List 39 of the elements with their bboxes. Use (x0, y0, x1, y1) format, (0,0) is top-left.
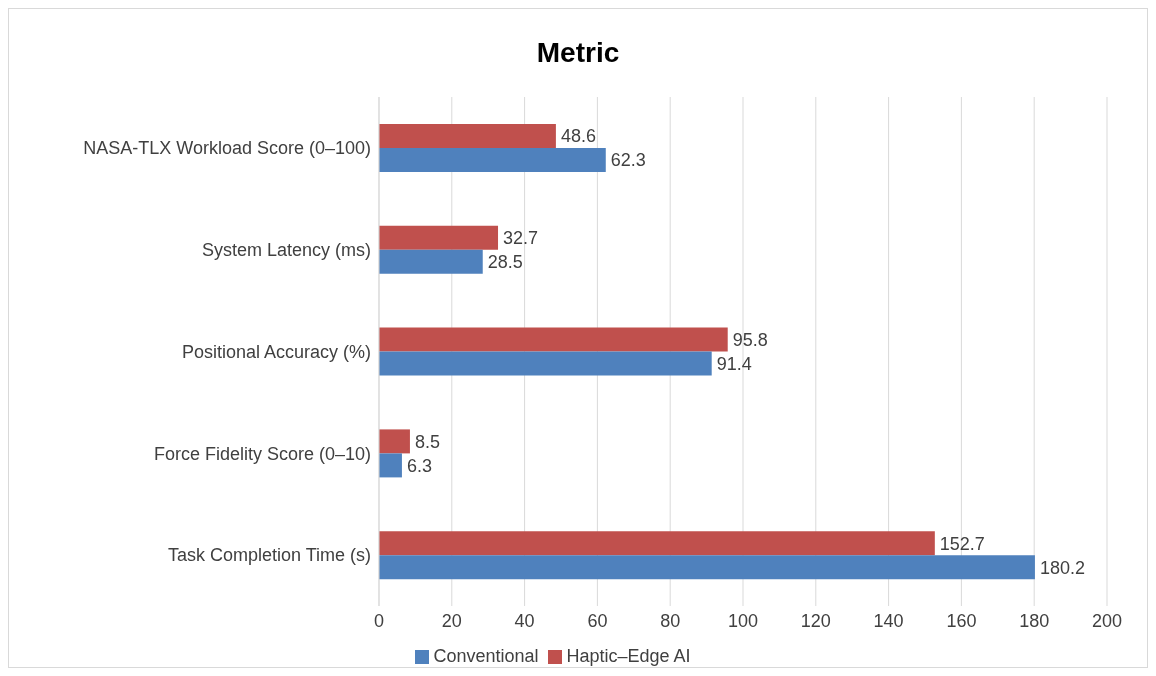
chart-title: Metric (535, 36, 621, 70)
x-tick-label: 160 (946, 610, 977, 631)
data-label: 32.7 (503, 228, 539, 249)
y-tick-label: System Latency (ms) (201, 240, 371, 261)
data-label: 180.2 (1039, 557, 1085, 578)
x-tick-label: 60 (587, 610, 608, 631)
bar (379, 531, 935, 556)
data-label: 62.3 (610, 150, 646, 171)
data-label: 28.5 (487, 252, 523, 273)
data-label: 95.8 (732, 329, 768, 350)
x-tick-label: 120 (800, 610, 831, 631)
legend-label: Haptic–Edge AI (566, 646, 691, 666)
bar (379, 555, 1035, 580)
data-label: 91.4 (716, 353, 752, 374)
x-tick-label: 20 (441, 610, 462, 631)
bar (379, 124, 556, 148)
data-label: 6.3 (406, 455, 432, 476)
data-label: 152.7 (939, 533, 985, 554)
bar (379, 453, 402, 478)
x-tick-label: 40 (514, 610, 535, 631)
y-tick-label: Positional Accuracy (%) (181, 341, 371, 362)
data-label: 8.5 (414, 431, 440, 452)
bar (379, 351, 712, 376)
bar (379, 249, 483, 274)
data-label: 48.6 (560, 126, 596, 147)
x-tick-label: 100 (727, 610, 759, 631)
x-tick-label: 200 (1091, 610, 1123, 631)
x-tick-label: 0 (373, 610, 385, 631)
x-tick-label: 140 (873, 610, 904, 631)
x-tick-label: 80 (660, 610, 681, 631)
bar (379, 225, 499, 250)
x-tick-label: 180 (1019, 610, 1050, 631)
bar (379, 429, 410, 454)
bar (379, 327, 728, 352)
bar (379, 148, 606, 172)
legend-label: Conventional (433, 646, 539, 666)
y-tick-label: Force Fidelity Score (0–10) (153, 443, 371, 464)
y-tick-label: NASA-TLX Workload Score (0–100) (83, 138, 371, 159)
y-tick-label: Task Completion Time (s) (167, 545, 371, 566)
